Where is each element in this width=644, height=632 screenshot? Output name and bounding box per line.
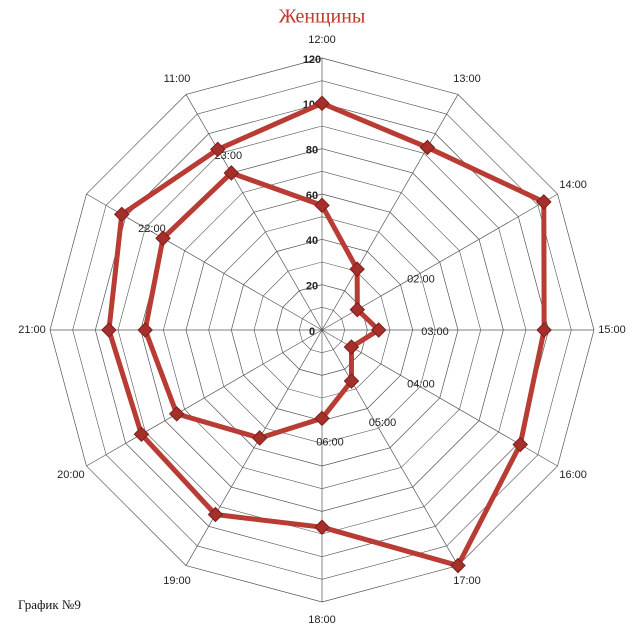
marker [155,230,171,246]
marker [450,557,466,574]
axis-tick-label: 80 [306,145,318,157]
inner-category-label: 02:00 [407,273,435,285]
category-label: 19:00 [163,575,191,587]
axis-tick-label: 20 [306,281,318,293]
marker [343,339,360,355]
category-label: 15:00 [598,324,626,336]
category-label: 16:00 [559,469,587,481]
chart-title: Женщины [279,6,366,28]
axis-tick-label: 40 [306,235,318,247]
marker [251,430,268,446]
category-label: 17:00 [453,575,481,587]
spoke [321,94,459,331]
inner-category-label: 03:00 [421,326,449,338]
marker [349,261,365,277]
spoke [185,329,323,566]
marker [207,506,224,523]
series-line [142,170,382,441]
marker [370,322,387,338]
marker [349,301,366,318]
category-label: 11:00 [164,73,191,85]
inner-category-label: 05:00 [369,417,397,429]
category-label: 12:00 [308,34,336,46]
axis-tick-label: 0 [309,326,315,338]
category-label: 18:00 [308,614,336,626]
marker [314,519,330,535]
footer: График №9 [18,597,81,612]
category-label: 13:00 [453,73,481,85]
inner-category-label: 22:00 [138,223,166,235]
marker [314,410,330,427]
marker [536,322,552,338]
marker [343,373,360,389]
marker [536,194,552,210]
marker [223,165,240,181]
spoke [86,329,323,467]
axis-tick-label: 120 [303,54,321,66]
marker [419,139,436,156]
category-label: 21:00 [18,324,46,336]
marker [314,95,330,112]
marker [168,406,185,422]
marker [101,322,117,338]
marker [314,197,330,214]
inner-category-label: 06:00 [316,436,344,448]
marker [133,426,150,443]
spoke [185,94,323,331]
category-label: 14:00 [559,179,587,191]
category-label: 20:00 [57,469,85,481]
inner-category-label: 04:00 [407,378,435,390]
marker [209,141,226,158]
marker [512,436,529,453]
marker [113,206,130,223]
marker [137,322,153,338]
spoke [321,329,459,566]
